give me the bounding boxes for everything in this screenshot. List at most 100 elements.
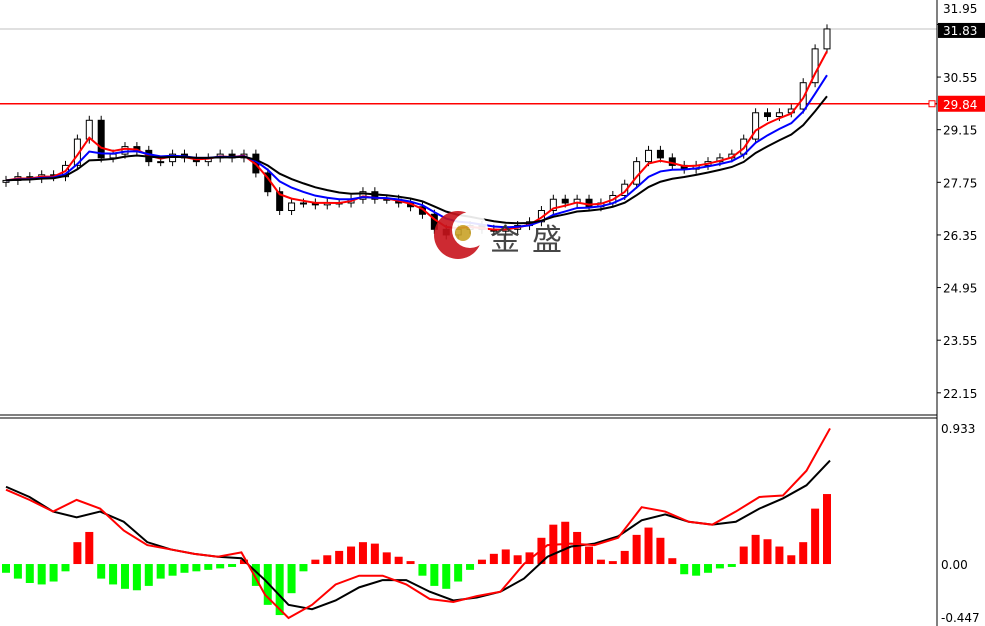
macd-bar [454,564,463,582]
macd-bar [715,564,724,569]
macd-bar [775,546,784,565]
macd-bar [477,559,486,565]
macd-bar [251,564,260,586]
candle-body [121,146,129,155]
candle-body [621,183,629,196]
macd-bar [204,564,213,570]
macd-bar [25,564,34,583]
candle-body [561,198,569,204]
candle-body [585,198,593,208]
candle-body [823,28,831,50]
level-price-tag [938,95,985,112]
price-tick-label: 24.95 [943,282,977,296]
macd-bar [561,521,570,565]
macd-panel [2,427,831,620]
macd-bar [418,564,427,576]
current-price-label: 31.83 [943,24,977,38]
macd-bar [216,564,225,569]
macd-bar [466,564,475,570]
macd-bar [692,564,701,576]
macd-bar [823,494,831,565]
macd-bar [120,564,129,589]
price-tick-label: 31.95 [943,2,977,16]
watermark-logo: 金盛 [434,211,574,259]
macd-bar [382,552,391,565]
price-tick-label: 26.35 [943,229,977,243]
macd-bar [656,537,665,565]
macd-bar [501,549,510,565]
macd-fast-line [5,427,831,620]
macd-bar [442,564,451,589]
candle-body [656,149,664,159]
macd-bar [156,564,165,579]
macd-bar [525,552,534,565]
macd-bar [144,564,153,586]
candle-body [97,119,105,159]
macd-bar [109,564,118,585]
candle-body [288,202,296,212]
candle-body [752,112,760,140]
macd-bar [668,558,677,565]
macd-bar [370,543,379,565]
macd-bar [275,564,284,616]
macd-bar [61,564,70,572]
ma-mid-line [5,74,828,229]
macd-bar [573,531,582,565]
candle-body [276,191,284,212]
macd-bar [85,531,94,565]
macd-bar [739,546,748,565]
price-tick-label: 27.75 [943,176,977,190]
macd-bar [13,564,22,579]
candle-body [645,149,653,163]
macd-bar [2,564,10,573]
macd-bar [596,559,605,565]
logo-dot [455,225,471,241]
level-price-label: 29.84 [943,98,977,112]
candle-body [299,202,307,205]
candle-body [85,119,93,140]
macd-bar [287,564,296,594]
macd-bar [799,542,808,565]
macd-tick-label: 0.00 [941,558,968,572]
price-tick-label: 23.55 [943,334,977,348]
macd-bar [358,542,367,565]
macd-bar [763,539,772,565]
macd-bar [751,534,760,565]
macd-bar [727,564,736,567]
macd-bar [347,546,356,565]
candle-body [109,153,117,159]
macd-bar [430,564,439,586]
macd-bar [704,564,713,573]
candle-body [157,161,165,164]
macd-tick-label: -0.447 [941,611,980,625]
candle-body [764,112,772,118]
macd-bar [49,564,58,582]
macd-tick-label: 0.933 [941,422,975,436]
macd-bar [323,555,332,565]
macd-bar [644,527,653,565]
macd-bar [680,564,689,575]
candle-body [549,198,557,212]
macd-bar [608,561,617,565]
current-price-tag [938,22,985,38]
price-tick-label: 29.15 [943,124,977,138]
macd-bar [97,564,106,579]
macd-bar [228,564,237,567]
watermark-text: 金盛 [490,223,574,258]
macd-bar [489,553,498,565]
macd-bar [299,564,308,572]
price-tick-label: 30.55 [943,71,977,85]
macd-bar [632,534,641,565]
macd-bar [168,564,177,576]
candle-body [775,112,783,118]
macd-bar [311,559,320,565]
macd-bar [787,555,796,565]
macd-bar [394,556,403,565]
macd-bar [192,564,201,572]
ma-slow-line [5,95,828,225]
level-anchor [928,100,936,108]
macd-bar [811,508,820,565]
price-panel [0,24,937,240]
macd-bar [37,564,46,585]
